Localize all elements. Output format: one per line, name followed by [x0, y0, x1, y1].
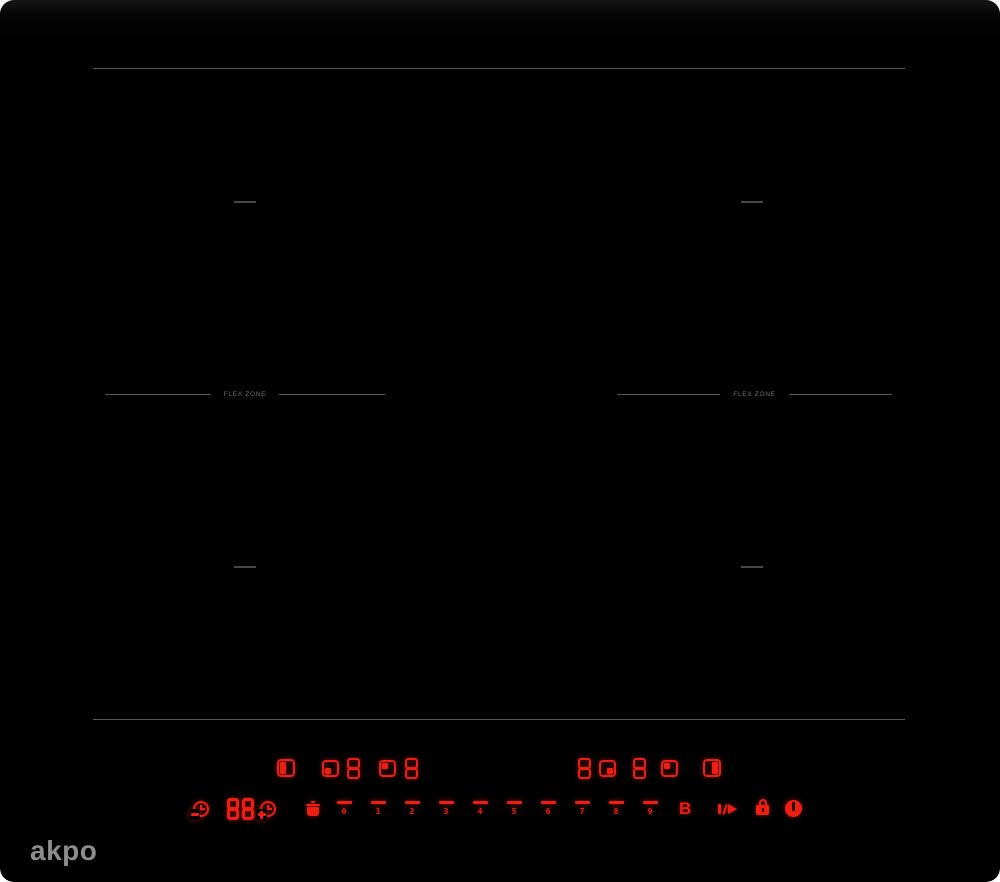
boost-key[interactable]: B — [679, 799, 692, 818]
pot-position-marker-front-right — [741, 566, 763, 568]
zone-front-left-display — [347, 758, 360, 779]
slider-dash — [404, 801, 420, 804]
zone-rear-right-icon — [661, 760, 678, 777]
timer-display — [227, 798, 254, 820]
timer-plus-key[interactable] — [256, 801, 276, 820]
cooking-area-bottom-edge-line — [93, 719, 905, 720]
zone-front-right-display — [578, 758, 591, 779]
digit-cell — [405, 768, 418, 779]
power-level-number: 4 — [477, 806, 483, 816]
flex-zone-right: FLEX ZONE — [617, 389, 893, 399]
power-level-number: 9 — [647, 806, 653, 816]
flex-zone-right-label: FLEX ZONE — [733, 390, 776, 398]
slider-dash — [608, 801, 624, 804]
pause-key[interactable] — [718, 803, 738, 815]
flex-zone-left-line-a — [105, 393, 211, 395]
bridge-left-fill — [280, 762, 286, 774]
slider-dash — [540, 801, 556, 804]
power-level-number: 5 — [511, 806, 517, 816]
timer-digit — [242, 798, 254, 820]
pot-position-marker-rear-left — [234, 201, 256, 203]
flex-zone-left: FLEX ZONE — [105, 389, 386, 399]
timer-digit — [227, 798, 239, 820]
power-level-key-4[interactable]: 4 — [468, 801, 492, 816]
clock-hand — [267, 804, 269, 810]
brand-logo: akpo — [30, 835, 98, 866]
flex-bridge-left-icon — [277, 759, 295, 777]
zone-rear-left-icon — [379, 760, 396, 777]
lock-key[interactable] — [756, 799, 769, 816]
power-level-key-9[interactable]: 9 — [638, 801, 662, 816]
zone-rear-left-dot — [382, 763, 388, 769]
zone-front-left-icon — [322, 760, 339, 777]
zone-front-left-dot — [325, 768, 331, 774]
slider-dash — [574, 801, 590, 804]
plus-badge — [256, 809, 267, 820]
zone-front-right-icon — [599, 760, 616, 777]
power-level-number: 6 — [545, 806, 551, 816]
power-level-key-1[interactable]: 1 — [366, 801, 390, 816]
keep-warm-key[interactable] — [306, 801, 320, 816]
keep-warm-pot-icon — [311, 801, 315, 803]
zone-rear-right-dot — [664, 763, 670, 769]
power-level-number: 8 — [613, 806, 619, 816]
power-level-key-8[interactable]: 8 — [604, 801, 628, 816]
power-level-key-5[interactable]: 5 — [502, 801, 526, 816]
digit-cell — [347, 768, 360, 779]
flex-zone-left-line-b — [279, 393, 386, 395]
flex-zone-right-line-a — [617, 393, 721, 395]
flex-zone-left-label: FLEX ZONE — [223, 390, 267, 398]
child-lock-icon — [758, 799, 767, 807]
stop-and-go-icon — [718, 804, 721, 814]
slider-dash — [370, 801, 386, 804]
power-level-number: 1 — [375, 806, 381, 816]
cooking-area-top-edge-line — [93, 68, 905, 69]
digit-cell — [578, 768, 591, 779]
flex-zone-right-line-b — [788, 393, 893, 395]
power-level-key-2[interactable]: 2 — [400, 801, 424, 816]
zone-rear-left-display — [405, 758, 418, 779]
slider-dash — [506, 801, 522, 804]
slider-dash — [336, 801, 352, 804]
power-on-off-icon — [792, 802, 795, 811]
pot-position-marker-front-left — [234, 566, 256, 568]
clock-hand — [201, 808, 205, 810]
power-level-number: 3 — [443, 806, 449, 816]
slider-dash — [472, 801, 488, 804]
power-level-key-7[interactable]: 7 — [570, 801, 594, 816]
bridge-right-fill — [712, 762, 718, 774]
zone-rear-right-display — [633, 758, 646, 779]
power-level-key-6[interactable]: 6 — [536, 801, 560, 816]
pot-position-marker-rear-right — [741, 201, 763, 203]
flex-bridge-right-icon — [703, 759, 721, 777]
timer-minus-key[interactable] — [189, 801, 209, 820]
clock-hand — [268, 808, 272, 810]
minus-badge — [189, 809, 200, 820]
power-level-number: 7 — [579, 806, 585, 816]
power-level-key-0[interactable]: 0 — [332, 801, 356, 816]
slider-dash — [438, 801, 454, 804]
slider-dash — [642, 801, 658, 804]
clock-hand — [200, 804, 202, 810]
power-level-key-3[interactable]: 3 — [434, 801, 458, 816]
power-level-number: 0 — [341, 806, 347, 816]
zone-front-right-dot — [607, 768, 613, 774]
power-level-number: 2 — [409, 806, 415, 816]
digit-cell — [633, 768, 646, 779]
power-key[interactable] — [785, 800, 802, 817]
